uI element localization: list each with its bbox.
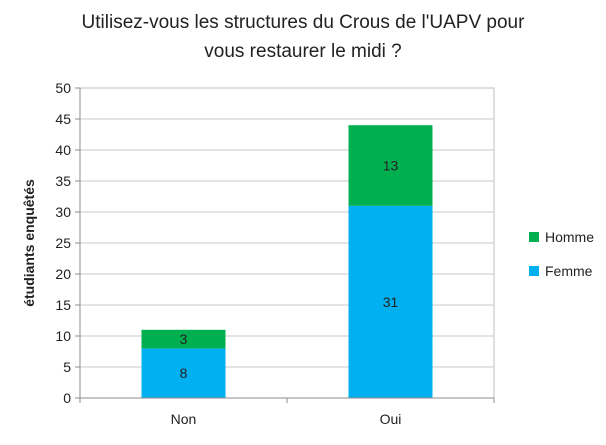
chart-title: Utilisez-vous les structures du Crous de… — [81, 12, 525, 62]
y-tick-label: 0 — [63, 390, 71, 406]
axis-layer: 0 5 10 15 20 25 30 35 40 45 50 Non Oui — [55, 80, 495, 427]
y-tick-label: 30 — [55, 204, 71, 220]
y-tick-label: 25 — [55, 235, 71, 251]
legend-label: Homme — [545, 229, 594, 245]
y-tick-label: 50 — [55, 80, 71, 96]
bar-layer: 8 3 31 13 — [141, 125, 433, 398]
x-tick-label: Non — [171, 411, 197, 427]
legend-swatch — [529, 232, 539, 242]
bar-femme — [348, 205, 433, 398]
data-label: 31 — [383, 294, 399, 310]
data-label: 8 — [180, 365, 188, 381]
y-tick-label: 40 — [55, 142, 71, 158]
y-tick-label: 15 — [55, 297, 71, 313]
bar-homme — [348, 125, 433, 206]
x-tick-label: Oui — [380, 411, 402, 427]
bar-homme — [141, 329, 226, 349]
data-label: 13 — [383, 158, 399, 174]
legend-label: Femme — [545, 263, 593, 279]
bar-femme — [141, 348, 226, 398]
legend: Homme Femme — [529, 229, 594, 279]
y-tick-label: 45 — [55, 111, 71, 127]
data-label: 3 — [180, 331, 188, 347]
y-tick-label: 35 — [55, 173, 71, 189]
y-tick-label: 10 — [55, 328, 71, 344]
y-tick-label: 20 — [55, 266, 71, 282]
y-axis-label: étudiants enquêtés — [21, 179, 37, 307]
y-tick-label: 5 — [63, 359, 71, 375]
legend-swatch — [529, 266, 539, 276]
